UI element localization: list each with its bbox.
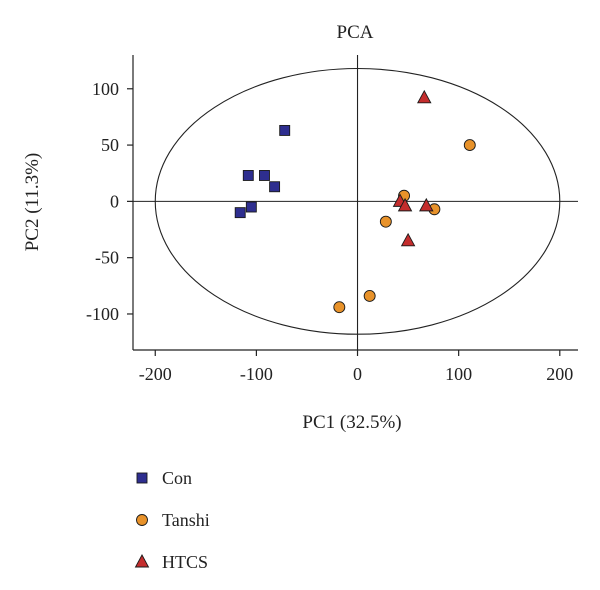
- x-tick-label: 100: [445, 364, 472, 384]
- x-tick-label: -100: [240, 364, 273, 384]
- x-axis-label: PC1 (32.5%): [302, 412, 401, 433]
- x-tick-label: 0: [353, 364, 362, 384]
- series-con: [234, 124, 291, 219]
- y-tick-label: 50: [101, 135, 119, 155]
- legend-tanshi-marker: [136, 514, 148, 526]
- htcs-point: [397, 197, 413, 212]
- y-tick-label: -50: [95, 248, 119, 268]
- legend: Con Tanshi HTCS: [134, 468, 210, 572]
- y-tick-label: 100: [92, 79, 119, 99]
- tanshi-point: [333, 301, 346, 314]
- legend-con-marker: [136, 472, 148, 484]
- htcs-point: [417, 89, 432, 104]
- con-point: [242, 170, 254, 181]
- tanshi-point: [379, 215, 392, 228]
- con-point: [269, 181, 281, 193]
- y-tick-label: 0: [110, 191, 119, 211]
- chart-title: PCA: [337, 22, 374, 43]
- con-point: [245, 201, 257, 213]
- legend-htcs-label: HTCS: [162, 552, 208, 572]
- series-htcs: [392, 89, 434, 247]
- con-point: [279, 124, 291, 136]
- x-tick-label: 200: [546, 364, 573, 384]
- x-tick-label: -200: [139, 364, 172, 384]
- axes: -100 -50 0 50 100 -200 -100 0 100 200: [86, 55, 578, 384]
- tanshi-point: [363, 290, 376, 302]
- data-points: [234, 89, 476, 314]
- tanshi-point: [463, 139, 476, 152]
- confidence-ellipse: [154, 67, 561, 335]
- legend-con-label: Con: [162, 468, 192, 488]
- series-tanshi: [333, 139, 476, 314]
- con-point: [259, 170, 270, 181]
- y-axis-label: PC2 (11.3%): [22, 153, 43, 252]
- reference-lines: [133, 55, 578, 350]
- htcs-point: [419, 197, 434, 212]
- legend-htcs-marker: [134, 554, 150, 568]
- con-point: [234, 207, 246, 219]
- confidence-ellipse-layer: [154, 67, 561, 335]
- y-tick-label: -100: [86, 304, 119, 324]
- htcs-point: [400, 232, 416, 247]
- legend-tanshi-label: Tanshi: [162, 510, 210, 530]
